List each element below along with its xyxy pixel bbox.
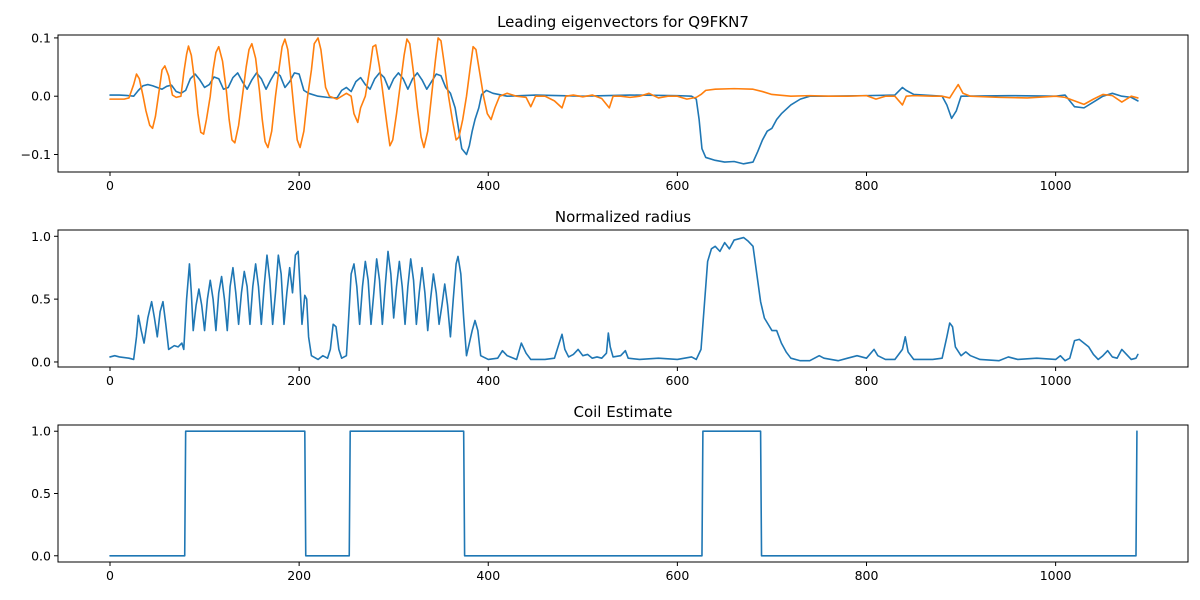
x-tick-label: 600 bbox=[665, 373, 689, 388]
plot-frame bbox=[57, 229, 1189, 368]
y-tick-label: 0.0 bbox=[31, 548, 51, 563]
x-tick-label: 0 bbox=[106, 568, 114, 583]
x-tick-label: 1000 bbox=[1040, 178, 1072, 193]
x-tick-label: 600 bbox=[665, 568, 689, 583]
series-line-1 bbox=[109, 37, 1139, 149]
y-tick-label: 0.0 bbox=[31, 354, 51, 369]
y-tick-label: 0.5 bbox=[31, 486, 51, 501]
y-tick-label: 1.0 bbox=[31, 424, 51, 439]
x-tick-label: 800 bbox=[855, 373, 879, 388]
y-tick-label: 1.0 bbox=[31, 229, 51, 244]
y-tick-label: −0.1 bbox=[21, 147, 51, 162]
x-tick-label: 400 bbox=[476, 178, 500, 193]
x-tick-label: 600 bbox=[665, 178, 689, 193]
series-line-0 bbox=[109, 236, 1139, 362]
x-tick-label: 400 bbox=[476, 373, 500, 388]
x-tick-label: 0 bbox=[106, 373, 114, 388]
chart-title: Normalized radius bbox=[555, 208, 691, 226]
series-line-0 bbox=[109, 430, 1138, 557]
panel-normalized-radius: Normalized radius 0 200 400 600 800 1000 0.0 0.… bbox=[31, 208, 1189, 388]
plot-frame bbox=[57, 424, 1189, 563]
x-tick-label: 800 bbox=[855, 568, 879, 583]
x-tick-label: 400 bbox=[476, 568, 500, 583]
chart-title: Coil Estimate bbox=[573, 403, 672, 421]
y-tick-label: 0.0 bbox=[31, 89, 51, 104]
panel-coil-estimate: Coil Estimate 0 200 400 600 800 1000 0.0 0.5 1.0 bbox=[31, 403, 1189, 583]
chart-title: Leading eigenvectors for Q9FKN7 bbox=[497, 13, 749, 31]
x-tick-label: 200 bbox=[287, 178, 311, 193]
y-tick-label: 0.1 bbox=[31, 30, 51, 45]
x-tick-label: 200 bbox=[287, 568, 311, 583]
x-tick-label: 200 bbox=[287, 373, 311, 388]
x-tick-label: 800 bbox=[855, 178, 879, 193]
x-tick-label: 1000 bbox=[1040, 568, 1072, 583]
panel-eigenvectors: Leading eigenvectors for Q9FKN7 0 200 400 6… bbox=[21, 13, 1189, 193]
plot-frame bbox=[57, 34, 1189, 173]
y-tick-label: 0.5 bbox=[31, 292, 51, 307]
series-line-0 bbox=[109, 70, 1139, 165]
x-tick-label: 0 bbox=[106, 178, 114, 193]
x-tick-label: 1000 bbox=[1040, 373, 1072, 388]
